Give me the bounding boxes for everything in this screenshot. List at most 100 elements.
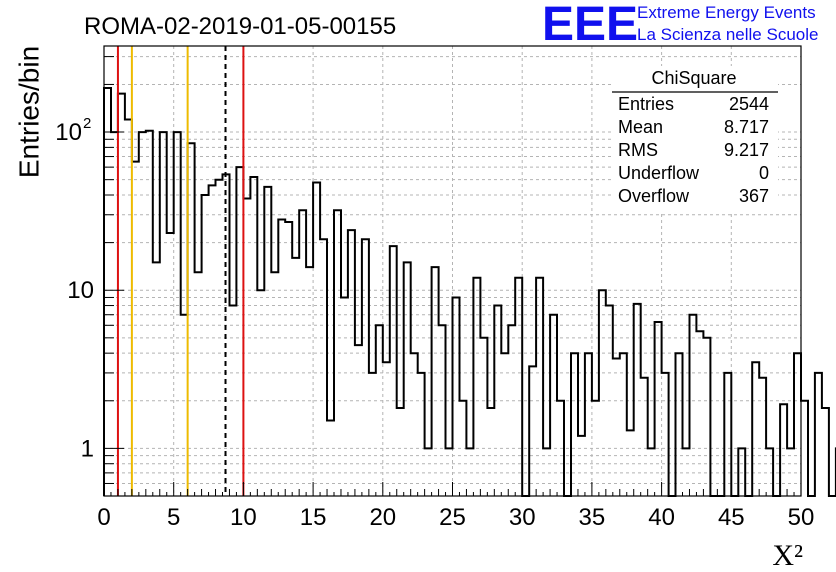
histogram-bin — [160, 132, 167, 496]
histogram-bin — [794, 353, 801, 496]
x-tick-label: 20 — [369, 504, 396, 531]
stats-row-label: RMS — [618, 140, 658, 160]
stats-box-background — [612, 66, 778, 212]
stats-rows: Entries 2544 Mean 8.717 RMS 9.217 Underflow 0 Ov… — [618, 94, 769, 206]
histogram-bin — [453, 297, 460, 496]
histogram-bin — [376, 325, 383, 496]
x-axis-label: X² — [772, 539, 803, 572]
histogram-bin — [195, 272, 202, 496]
stats-row-label: Overflow — [618, 186, 690, 206]
histogram-bin — [292, 258, 299, 496]
histogram-bin — [780, 404, 787, 496]
histogram-bin — [132, 162, 139, 496]
histogram-bin — [801, 401, 808, 496]
y-tick-label-exponent: 2 — [83, 115, 91, 132]
histogram-bin — [557, 401, 564, 496]
histogram-bin — [487, 408, 494, 496]
histogram-bin — [104, 88, 111, 496]
histogram-bin — [418, 373, 425, 496]
histogram-bin — [759, 378, 766, 496]
histogram-bin — [425, 448, 432, 496]
stats-row-value: 2544 — [729, 94, 769, 114]
histogram-bin — [592, 401, 599, 496]
histogram-bin — [676, 353, 683, 496]
histogram-bin — [494, 306, 501, 496]
histogram-outline — [103, 87, 836, 497]
histogram-bin — [641, 378, 648, 496]
histogram-bin — [683, 448, 690, 496]
histogram-bin — [543, 448, 550, 496]
histogram-bin — [501, 353, 508, 496]
histogram-bin — [473, 278, 480, 496]
histogram-bin — [383, 362, 390, 496]
histogram-bars — [103, 87, 836, 497]
histogram-bin — [306, 267, 313, 496]
histogram-bin — [139, 132, 146, 496]
x-tick-label: 45 — [718, 504, 745, 531]
histogram-bin — [634, 304, 641, 496]
histogram-bin — [627, 430, 634, 496]
histogram-bin — [480, 338, 487, 496]
histogram-bin — [271, 272, 278, 496]
histogram-bin — [181, 315, 188, 496]
histogram-bin — [446, 448, 453, 496]
histogram-bin — [787, 448, 794, 496]
histogram-bin — [146, 131, 153, 496]
x-tick-label: 25 — [439, 504, 466, 531]
stats-row-value: 367 — [739, 186, 769, 206]
histogram-bin — [264, 187, 271, 496]
histogram-bin — [209, 185, 216, 496]
histogram-bin — [390, 246, 397, 496]
histogram-bin — [313, 182, 320, 496]
histogram-bin — [188, 143, 195, 496]
histogram-bin — [278, 219, 285, 496]
stats-title: ChiSquare — [651, 68, 736, 88]
histogram-bin — [404, 262, 411, 496]
chart-title: ROMA-02-2019-01-05-00155 — [84, 13, 396, 40]
histogram-bin — [459, 401, 466, 496]
histogram-bin — [167, 233, 174, 496]
histogram-bin — [174, 132, 181, 496]
stats-row-label: Underflow — [618, 163, 700, 183]
histogram-bin — [153, 262, 160, 496]
reference-lines — [116, 46, 245, 496]
x-tick-label: 40 — [648, 504, 675, 531]
y-tick-label: 10 — [67, 277, 94, 304]
logo-line-2: La Scienza nelle Scuole — [637, 25, 818, 44]
histogram-bin — [299, 210, 306, 496]
histogram-bin — [111, 132, 118, 496]
x-tick-label: 0 — [97, 504, 110, 531]
histogram-bin — [125, 120, 132, 496]
histogram-bin — [703, 338, 710, 496]
histogram-bin — [738, 448, 745, 496]
histogram-bin — [655, 322, 662, 496]
histogram-bin — [334, 210, 341, 496]
histogram-bin — [599, 290, 606, 496]
histogram-bin — [515, 278, 522, 496]
y-axis-label: Entries/bin — [13, 46, 44, 178]
y-tick-label: 1 — [81, 435, 94, 462]
histogram-bin — [606, 306, 613, 496]
histogram-bin — [118, 94, 125, 496]
histogram-bin — [432, 267, 439, 496]
histogram-bin — [202, 195, 209, 496]
histogram-bin — [355, 345, 362, 496]
histogram-bin — [662, 373, 669, 496]
histogram-bin — [508, 325, 515, 496]
histogram-bin — [613, 359, 620, 496]
histogram-bin — [236, 167, 243, 496]
histogram-bin — [439, 325, 446, 496]
x-tick-label: 5 — [167, 504, 180, 531]
x-tick-label: 15 — [300, 504, 327, 531]
histogram-bin — [369, 373, 376, 496]
x-tick-label: 35 — [579, 504, 606, 531]
histogram-bin — [585, 353, 592, 496]
histogram-bin — [822, 408, 829, 496]
eee-logo-mark: EEE — [542, 0, 638, 51]
histogram-bin — [578, 436, 585, 496]
histogram-bin — [327, 421, 334, 496]
eee-logo: EEE Extreme Energy Events La Scienza nel… — [542, 0, 818, 51]
x-tick-label: 50 — [788, 504, 815, 531]
